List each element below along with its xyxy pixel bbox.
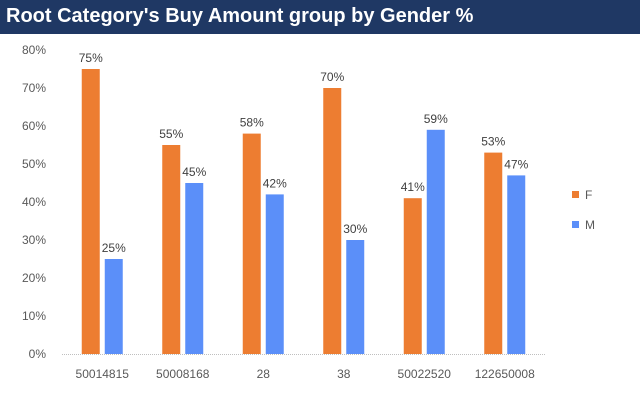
data-label: 47% [504,157,528,171]
data-label: 70% [320,70,344,84]
bar-m [185,183,204,354]
bar-f [162,145,181,354]
y-tick-label: 0% [29,347,47,361]
y-tick-label: 70% [22,81,46,95]
y-tick-label: 80% [22,43,46,57]
data-label: 59% [424,112,448,126]
legend-swatch-f [572,191,579,198]
data-label: 58% [240,116,264,130]
y-tick-label: 40% [22,195,46,209]
x-tick-label: 28 [257,367,271,381]
title-bar: Root Category's Buy Amount group by Gend… [0,0,640,34]
bar-m [507,175,526,354]
y-tick-label: 10% [22,309,46,323]
data-label: 53% [481,135,505,149]
x-tick-label: 38 [337,367,351,381]
data-label: 42% [263,176,287,190]
bar-f [323,88,342,354]
data-label: 75% [79,51,103,65]
x-tick-label: 50022520 [398,367,452,381]
x-tick-label: 50014815 [76,367,130,381]
data-label: 30% [343,222,367,236]
chart-title: Root Category's Buy Amount group by Gend… [6,5,474,27]
y-tick-label: 20% [22,271,46,285]
bar-m [426,129,445,354]
bar-m [265,194,284,354]
legend-label-m: M [585,218,595,232]
y-tick-label: 60% [22,119,46,133]
x-tick-label: 122650008 [475,367,535,381]
legend-label-f: F [585,188,592,202]
bar-m [346,240,365,354]
bar-m [104,259,123,354]
data-label: 45% [182,165,206,179]
data-label: 25% [102,241,126,255]
data-label: 41% [401,180,425,194]
bar-chart: 0% 10% 20% 30% 40% 50% 60% 70% 80% 75% 25% 50014815… [22,43,595,381]
bar-f [484,152,503,354]
y-tick-label: 50% [22,157,46,171]
bar-f [242,133,261,354]
legend-swatch-m [572,221,579,228]
bar-f [81,69,100,354]
bar-f [403,198,422,354]
x-tick-label: 50008168 [156,367,210,381]
y-tick-label: 30% [22,233,46,247]
data-label: 55% [159,127,183,141]
